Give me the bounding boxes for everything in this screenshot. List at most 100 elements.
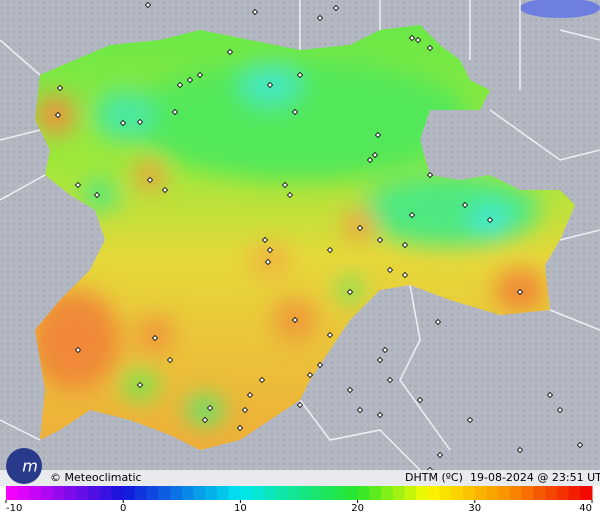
scale-step (345, 486, 359, 500)
station (376, 356, 384, 364)
scale-step (123, 486, 136, 500)
scale-step (287, 486, 300, 500)
scale-step (216, 486, 230, 500)
station (136, 118, 144, 126)
scale-step (275, 486, 288, 500)
scale-tick-label: 20 (351, 503, 364, 514)
variable: DHTM (ºC) (405, 471, 463, 484)
scale-step (381, 486, 394, 500)
station (186, 76, 194, 84)
station (264, 258, 272, 266)
logo (6, 448, 42, 484)
station (516, 446, 524, 454)
scale-step (240, 486, 253, 500)
scale-step (580, 486, 593, 500)
stations (54, 1, 584, 474)
scale-step (357, 486, 370, 500)
station (356, 224, 364, 232)
station (281, 181, 289, 189)
scale-step (205, 486, 218, 500)
station (206, 404, 214, 412)
station (386, 266, 394, 274)
station (146, 176, 154, 184)
credit: © Meteoclimatic (50, 471, 142, 484)
logo-mark: m (22, 457, 38, 476)
scale-step (76, 486, 89, 500)
scale-step (111, 486, 124, 500)
scale-step (88, 486, 101, 500)
station (296, 71, 304, 79)
scale-step (439, 486, 452, 500)
scale-step (29, 486, 42, 500)
station (426, 171, 434, 179)
station (576, 441, 584, 449)
scale-step (193, 486, 206, 500)
station (461, 201, 469, 209)
station (326, 331, 334, 339)
station (296, 401, 304, 409)
station (291, 108, 299, 116)
station (176, 81, 184, 89)
scale-step (474, 486, 488, 500)
station (196, 71, 204, 79)
station (376, 236, 384, 244)
scale-step (181, 486, 195, 500)
scale-step (228, 486, 241, 500)
station (346, 288, 354, 296)
borders (0, 0, 600, 471)
station (366, 156, 374, 164)
scale-step (41, 486, 54, 500)
scale-step (486, 486, 499, 500)
scale-step (310, 486, 323, 500)
scale-tick-label: 30 (468, 503, 481, 514)
station (316, 14, 324, 22)
scale-step (427, 486, 441, 500)
station (374, 131, 382, 139)
station (426, 44, 434, 52)
station (161, 186, 169, 194)
scale-step (556, 486, 570, 500)
scale-step (334, 486, 347, 500)
sea (520, 0, 600, 18)
station (286, 191, 294, 199)
station (306, 371, 314, 379)
station (436, 451, 444, 459)
station (266, 81, 274, 89)
station (401, 241, 409, 249)
station (144, 1, 152, 9)
color-scale: -10 0 10 20 30 40 (5, 486, 593, 514)
station (434, 318, 442, 326)
station (246, 391, 254, 399)
station (241, 406, 249, 414)
footer-bar (0, 470, 600, 486)
station (408, 211, 416, 219)
scale-step (416, 486, 429, 500)
scale-tick-label: 0 (120, 503, 126, 514)
scale-step (545, 486, 558, 500)
station (376, 411, 384, 419)
station (266, 246, 274, 254)
scale-step (158, 486, 171, 500)
station (346, 386, 354, 394)
scale-step (498, 486, 511, 500)
station (371, 151, 379, 159)
scale-step (252, 486, 265, 500)
station (136, 381, 144, 389)
station (466, 416, 474, 424)
scale-step (463, 486, 476, 500)
station (332, 4, 340, 12)
scale-step (146, 486, 159, 500)
scale-step (568, 486, 581, 500)
scale-step (509, 486, 523, 500)
station (556, 406, 564, 414)
station (381, 346, 389, 354)
scale-tick-label: 10 (234, 503, 247, 514)
scale-step (99, 486, 112, 500)
station (56, 84, 64, 92)
scale-step (322, 486, 335, 500)
scale-step (17, 486, 30, 500)
station (386, 376, 394, 384)
station (166, 356, 174, 364)
scale-step (404, 486, 417, 500)
